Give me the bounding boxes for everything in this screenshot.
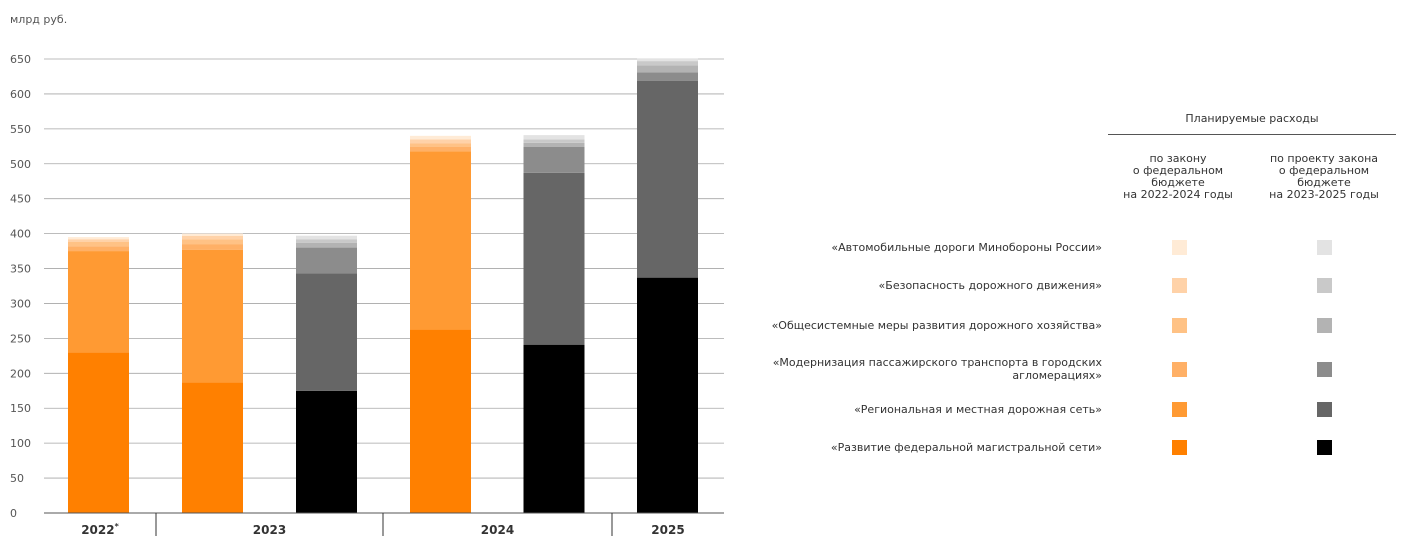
bar-stack bbox=[296, 235, 357, 513]
bar-segment bbox=[296, 242, 357, 248]
bar-stack bbox=[68, 237, 129, 513]
legend-swatch bbox=[1172, 440, 1187, 455]
bar-segment bbox=[182, 239, 243, 245]
gridlines: 0 50 100 150 200 250 300 350 400 450 500 550 600 650 bbox=[10, 53, 724, 520]
legend-label: «Безопасность дорожного движения» bbox=[878, 278, 1102, 292]
y-tick-label: 550 bbox=[10, 123, 31, 136]
bar-segment bbox=[410, 329, 471, 513]
legend-swatch bbox=[1172, 362, 1187, 377]
y-tick-label: 350 bbox=[10, 263, 31, 276]
legend-swatch bbox=[1317, 240, 1332, 255]
legend-label: «Автомобильные дороги Минобороны России» bbox=[831, 240, 1102, 254]
bar-segment bbox=[523, 142, 585, 148]
bar-segment bbox=[410, 135, 471, 140]
legend-column-law: по закону о федеральном бюджете на 2022-… bbox=[1123, 152, 1233, 201]
legend-title: Планируемые расходы bbox=[1185, 112, 1319, 125]
bar-segment bbox=[523, 139, 585, 143]
bar-segment bbox=[523, 147, 585, 173]
unit-label: млрд руб. bbox=[10, 13, 68, 26]
y-tick-label: 250 bbox=[10, 332, 31, 345]
y-tick-label: 400 bbox=[10, 228, 31, 241]
y-tick-label: 100 bbox=[10, 437, 31, 450]
bar-segment bbox=[410, 147, 471, 152]
year-label: 2025 bbox=[651, 523, 684, 536]
bar-segment bbox=[296, 239, 357, 243]
bar-segment bbox=[296, 235, 357, 240]
legend-swatch bbox=[1317, 362, 1332, 377]
bar-segment bbox=[68, 239, 129, 242]
bar-stack bbox=[182, 233, 243, 513]
legend-swatch bbox=[1172, 240, 1187, 255]
bar-segment bbox=[296, 247, 357, 274]
bar-segment bbox=[637, 277, 698, 513]
bar-segment bbox=[637, 58, 698, 62]
legend-label: «Региональная и местная дорожная сеть» bbox=[854, 402, 1102, 416]
bar-segment bbox=[68, 241, 129, 247]
legend-column-project: по проекту закона о федеральном бюджете … bbox=[1269, 152, 1379, 201]
year-label: 2024 bbox=[481, 523, 514, 536]
y-tick-label: 450 bbox=[10, 193, 31, 206]
y-tick-label: 500 bbox=[10, 158, 31, 171]
bar-segment bbox=[637, 80, 698, 278]
legend-swatch bbox=[1172, 278, 1187, 293]
bars bbox=[68, 58, 698, 513]
bar-segment bbox=[296, 390, 357, 513]
legend-swatch bbox=[1317, 402, 1332, 417]
bar-segment bbox=[637, 72, 698, 81]
bar-stack bbox=[410, 135, 471, 513]
legend-swatch bbox=[1317, 440, 1332, 455]
bar-stack bbox=[637, 58, 698, 513]
bar-segment bbox=[523, 135, 585, 140]
bar-segment bbox=[182, 233, 243, 236]
y-tick-label: 0 bbox=[10, 507, 17, 520]
bar-segment bbox=[182, 244, 243, 250]
year-label: 2023 bbox=[253, 523, 286, 536]
bar-stack bbox=[523, 135, 585, 513]
legend-swatch bbox=[1317, 278, 1332, 293]
bar-segment bbox=[523, 172, 585, 345]
y-tick-label: 200 bbox=[10, 367, 31, 380]
y-tick-label: 650 bbox=[10, 53, 31, 66]
legend-label: «Развитие федеральной магистральной сети… bbox=[830, 440, 1102, 454]
legend-swatch bbox=[1172, 402, 1187, 417]
legend-label: «Общесистемные меры развития дорожного х… bbox=[771, 318, 1102, 332]
bar-segment bbox=[296, 273, 357, 391]
x-axis: 2022* 2023 2024 2025 bbox=[44, 512, 724, 536]
bar-segment bbox=[410, 139, 471, 144]
y-tick-label: 600 bbox=[10, 88, 31, 101]
legend-swatch bbox=[1172, 318, 1187, 333]
stacked-bar-chart: 050100150200250300350400450500550600650 … bbox=[10, 53, 724, 536]
bar-segment bbox=[68, 251, 129, 353]
bar-segment bbox=[182, 235, 243, 240]
y-tick-label: 300 bbox=[10, 297, 31, 310]
bar-segment bbox=[182, 249, 243, 383]
bar-segment bbox=[68, 246, 129, 252]
bar-segment bbox=[410, 143, 471, 148]
bar-segment bbox=[182, 382, 243, 513]
bar-segment bbox=[68, 237, 129, 240]
legend-divider bbox=[1108, 134, 1396, 135]
y-tick-label: 50 bbox=[10, 472, 24, 485]
bar-segment bbox=[68, 352, 129, 513]
year-label: 2022* bbox=[81, 522, 119, 536]
bar-segment bbox=[637, 61, 698, 66]
bar-segment bbox=[523, 344, 585, 513]
legend-swatch bbox=[1317, 318, 1332, 333]
bar-segment bbox=[637, 65, 698, 73]
bar-segment bbox=[410, 151, 471, 330]
y-tick-label: 150 bbox=[10, 402, 31, 415]
legend-label: «Модернизация пассажирского транспорта в… bbox=[772, 356, 1102, 382]
